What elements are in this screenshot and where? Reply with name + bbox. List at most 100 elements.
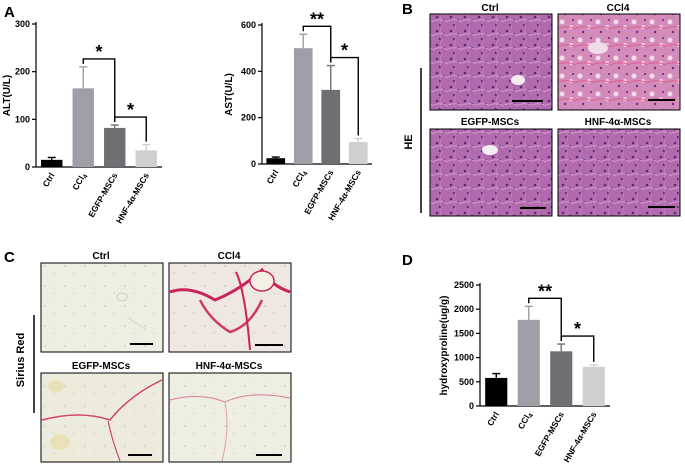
bar-2 xyxy=(104,127,126,167)
category-label-1: CCl4 xyxy=(516,410,536,432)
he-vessel-egfp xyxy=(482,145,498,155)
category-label-0: Ctrl xyxy=(265,168,281,186)
y-tick-label-0: 0 xyxy=(469,401,474,411)
sirius-vessel-ctrl xyxy=(116,292,128,302)
y-tick-label-1: 500 xyxy=(459,377,474,387)
y-tick-label-2: 400 xyxy=(241,66,256,76)
significance-label-0: * xyxy=(95,42,102,62)
sirius-fiber-hnf-b xyxy=(221,401,228,462)
sirius-fiber-ccl4-c xyxy=(235,271,251,351)
y-tick-label-1: 200 xyxy=(241,113,256,123)
he-title-egfp: EGFP-MSCs xyxy=(461,117,520,128)
significance-bracket-1 xyxy=(114,116,147,142)
he-stain-label: HE xyxy=(403,134,415,149)
y-tick-label-0: 0 xyxy=(25,162,30,172)
he-lesion-ccl4 xyxy=(588,42,608,54)
y-tick-label-3: 600 xyxy=(241,20,256,30)
error-bar-2 xyxy=(110,124,119,128)
he-title-ccl4: CCl4 xyxy=(607,3,630,14)
bar-0 xyxy=(41,159,63,167)
panel-letter-d: D xyxy=(402,252,413,269)
error-bar-0 xyxy=(271,156,280,159)
he-micrograph-egfp xyxy=(429,128,553,217)
bar-3 xyxy=(135,150,157,167)
significance-bracket-1 xyxy=(560,335,595,362)
sirius-vessel-egfp-b xyxy=(50,434,70,450)
error-bar-3 xyxy=(589,364,598,367)
significance-bracket-0 xyxy=(528,297,562,342)
sirius-image-hnf: HNF-4α-MSCs xyxy=(168,361,292,463)
y-tick-label-0: 0 xyxy=(251,159,256,169)
bar-3 xyxy=(582,366,605,406)
category-label-1: CCl4 xyxy=(290,168,310,190)
bar-2 xyxy=(321,89,341,164)
sirius-title-ctrl: Ctrl xyxy=(92,251,109,262)
sirius-micrograph-hnf xyxy=(168,372,292,463)
sirius-vessel-ccl4 xyxy=(249,270,275,292)
y-tick-label-3: 1500 xyxy=(454,328,474,338)
sirius-vessel-egfp-a xyxy=(48,380,64,392)
sirius-fiber-ccl4-b xyxy=(198,299,264,334)
bar-1 xyxy=(72,88,94,167)
error-bar-2 xyxy=(557,343,566,352)
sirius-stain-label: Sirius Red xyxy=(15,333,27,387)
he-image-ccl4: CCl4 xyxy=(557,3,681,111)
sirius-image-ctrl: Ctrl xyxy=(40,251,164,353)
significance-label-1: * xyxy=(574,319,581,339)
bar-1 xyxy=(517,319,540,406)
significance-label-1: * xyxy=(341,41,348,61)
he-histology-panel: HE Ctrl CCl4 EGFP-MSCs HNF-4α-MSCs xyxy=(403,3,681,217)
y-axis-label: hydroxyproline(ug/g) xyxy=(439,296,450,396)
sirius-histology-panel: Sirius Red Ctrl CCl4 EGFP-MSCs xyxy=(15,251,292,463)
sirius-fiber-ctrl xyxy=(127,317,147,331)
error-bar-3 xyxy=(354,137,363,142)
category-label-0: Ctrl xyxy=(485,410,501,428)
significance-label-0: ** xyxy=(538,281,552,301)
alt-bar-chart: ALT(U/L) 0 100 200 300 Ctrl CCl4EGFP-MSCsHNF-4… xyxy=(2,19,162,225)
error-bar-0 xyxy=(47,156,56,160)
sirius-image-ccl4: CCl4 xyxy=(168,251,292,353)
he-vessel-ctrl xyxy=(511,75,525,85)
panel-letter-a: A xyxy=(4,4,15,21)
bar-3 xyxy=(348,141,368,164)
error-bar-3 xyxy=(142,143,151,151)
he-micrograph-ctrl xyxy=(429,13,553,111)
error-bar-0 xyxy=(492,372,501,378)
sirius-fiber-egfp-b xyxy=(107,420,121,462)
y-tick-label-4: 2000 xyxy=(454,304,474,314)
he-title-ctrl: Ctrl xyxy=(481,3,498,14)
error-bar-1 xyxy=(524,305,533,320)
sirius-micrograph-ctrl xyxy=(40,262,164,353)
sirius-title-egfp: EGFP-MSCs xyxy=(72,361,131,372)
y-tick-label-1: 100 xyxy=(15,114,30,124)
he-image-hnf: HNF-4α-MSCs xyxy=(557,117,681,217)
he-title-hnf: HNF-4α-MSCs xyxy=(585,117,652,128)
y-tick-label-2: 1000 xyxy=(454,353,474,363)
error-bar-2 xyxy=(326,64,335,90)
he-image-ctrl: Ctrl xyxy=(429,3,553,111)
category-label-1: CCl4 xyxy=(70,171,90,193)
bar-0 xyxy=(266,158,286,164)
he-micrograph-ccl4 xyxy=(557,13,681,111)
hydroxyproline-bar-chart: hydroxyproline(ug/g) 0 500 1000 1500 2000 2500… xyxy=(439,280,610,464)
significance-bracket-0 xyxy=(82,58,116,123)
category-label-2: EGFP-MSCs xyxy=(86,171,120,219)
y-axis-label: AST(U/L) xyxy=(224,73,235,116)
y-tick-label-5: 2500 xyxy=(454,280,474,290)
bar-1 xyxy=(293,48,313,164)
error-bar-1 xyxy=(299,33,308,49)
significance-bracket-0 xyxy=(302,25,332,63)
sirius-fiber-egfp-a xyxy=(41,379,163,421)
sirius-title-hnf: HNF-4α-MSCs xyxy=(196,361,263,372)
category-label-2: EGFP-MSCs xyxy=(533,410,567,458)
sirius-image-egfp: EGFP-MSCs xyxy=(40,361,164,463)
y-tick-label-3: 300 xyxy=(15,19,30,29)
he-micrograph-hnf xyxy=(557,128,681,217)
panel-letter-b: B xyxy=(402,1,413,18)
he-image-egfp: EGFP-MSCs xyxy=(429,117,553,217)
significance-bracket-1 xyxy=(330,56,359,136)
sirius-fiber-hnf-a xyxy=(169,394,291,403)
y-tick-label-2: 200 xyxy=(15,67,30,77)
